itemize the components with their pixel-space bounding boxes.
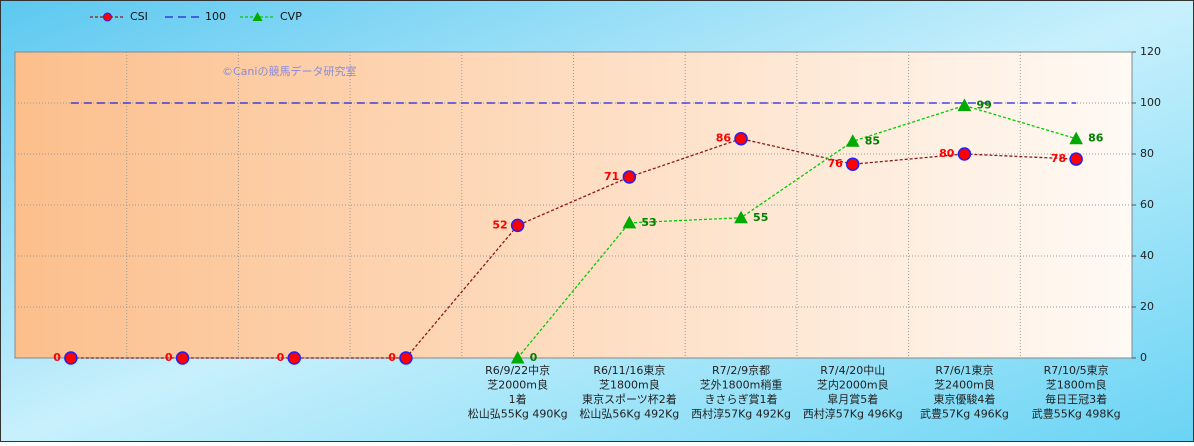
x-tick-label: 東京スポーツ杯2着 (582, 392, 677, 406)
x-tick-label: R7/10/5東京 (1044, 363, 1109, 377)
marker (734, 131, 748, 146)
data-label: 99 (976, 99, 991, 112)
marker (1069, 131, 1083, 145)
y-tick-label: 100 (1140, 96, 1161, 109)
x-tick-label: R6/11/16東京 (593, 363, 665, 377)
x-tick-label: R7/4/20中山 (820, 364, 885, 377)
x-tick-label: 芝外1800m稍重 (700, 378, 783, 392)
x-tick-label: 芝1800m良 (1046, 378, 1107, 392)
watermark: ©Caniの競馬データ研究室 (222, 64, 356, 78)
marker (510, 218, 525, 233)
legend-label: CSI (130, 10, 148, 23)
x-tick-label: 芝1800m良 (599, 378, 660, 392)
x-tick-label: 東京優駿4着 (933, 392, 995, 406)
data-label: 86 (716, 132, 732, 145)
marker (957, 98, 972, 112)
data-label: 0 (388, 351, 396, 364)
marker (846, 157, 860, 171)
x-tick-label: 芝内2000m良 (817, 378, 889, 392)
data-label: 52 (492, 218, 507, 231)
x-tick-label: 西村淳57Kg 496Kg (803, 407, 903, 421)
marker (622, 170, 637, 184)
marker (64, 351, 78, 365)
y-tick-label: 40 (1140, 249, 1154, 262)
x-tick-label: R7/2/9京都 (712, 363, 770, 377)
y-tick-label: 20 (1140, 300, 1154, 313)
marker (399, 351, 413, 365)
data-label: 80 (939, 147, 955, 160)
y-tick-label: 0 (1140, 351, 1147, 364)
data-label: 78 (1051, 152, 1066, 165)
marker (957, 147, 972, 161)
x-tick-label: きさらぎ賞1着 (705, 392, 778, 406)
legend-marker (252, 12, 263, 21)
data-label: 0 (277, 351, 285, 364)
marker (175, 351, 190, 365)
y-tick-label: 80 (1140, 147, 1154, 160)
x-tick-label: 芝2000m良 (487, 378, 548, 392)
marker (622, 215, 637, 229)
data-label: 0 (165, 351, 173, 364)
marker (510, 350, 525, 364)
data-label: 0 (530, 351, 538, 364)
data-label: 55 (753, 211, 768, 224)
x-tick-label: 1着 (509, 392, 527, 406)
x-tick-label: 武豊55Kg 498Kg (1032, 408, 1121, 421)
data-label: 71 (604, 170, 619, 183)
marker (845, 134, 860, 147)
marker (287, 351, 301, 365)
legend-marker (103, 12, 112, 22)
y-tick-label: 120 (1140, 45, 1161, 58)
x-tick-label: 武豊57Kg 496Kg (920, 408, 1009, 421)
y-tick-label: 60 (1140, 198, 1154, 211)
legend-label: CVP (280, 10, 302, 23)
x-tick-label: 芝2400m良 (934, 378, 995, 392)
x-tick-label: 西村淳57Kg 492Kg (691, 407, 791, 421)
data-label: 85 (865, 134, 880, 147)
marker (734, 210, 748, 224)
data-label: 86 (1088, 132, 1104, 145)
series-line (517, 104, 1077, 359)
data-label: 0 (53, 351, 61, 364)
x-tick-label: 松山弘56Kg 492Kg (579, 407, 679, 421)
series-line (70, 138, 1077, 359)
marker (1069, 152, 1083, 166)
x-tick-label: R6/9/22中京 (485, 363, 550, 377)
x-tick-label: 松山弘55Kg 490Kg (468, 407, 568, 421)
data-label: 76 (827, 157, 843, 170)
x-tick-label: 毎日王冠3着 (1045, 392, 1107, 406)
data-label: 53 (641, 216, 656, 229)
x-tick-label: R7/6/1東京 (935, 363, 993, 377)
legend-label: 100 (205, 10, 226, 23)
x-tick-label: 皐月賞5着 (827, 392, 878, 406)
